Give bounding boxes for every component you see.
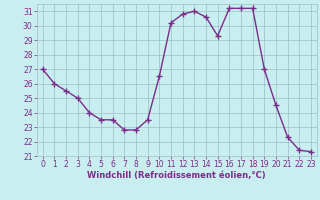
X-axis label: Windchill (Refroidissement éolien,°C): Windchill (Refroidissement éolien,°C) (87, 171, 266, 180)
